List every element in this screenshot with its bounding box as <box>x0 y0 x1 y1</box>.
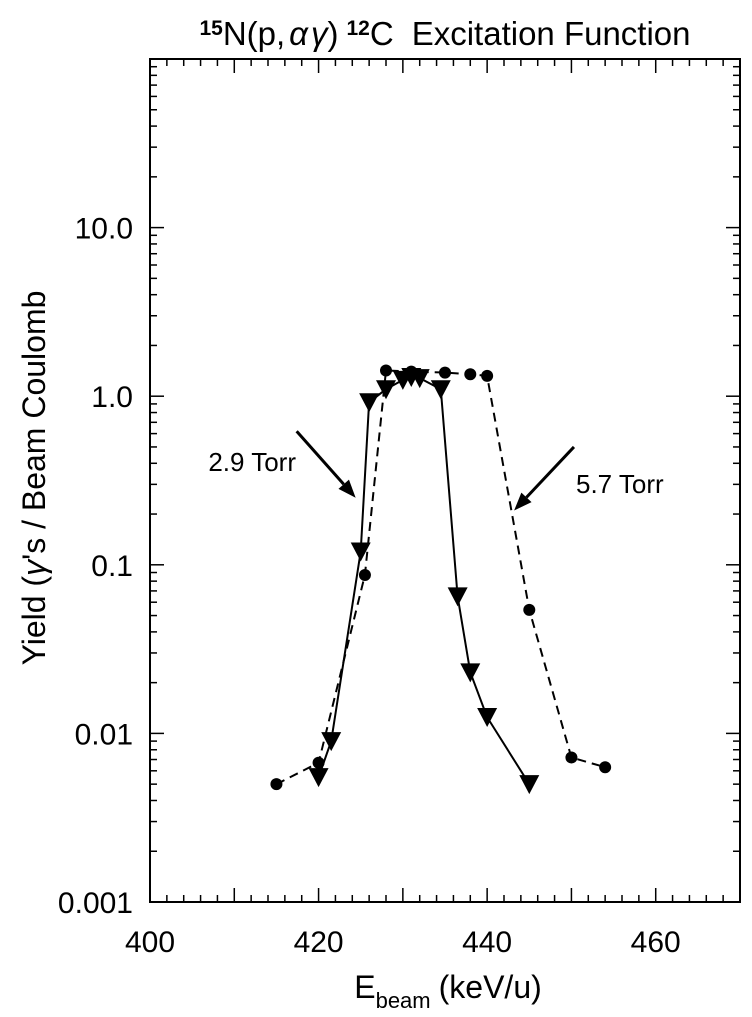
y-tick-label: 0.1 <box>91 550 133 583</box>
y-tick-labels: 0.001 0.01 0.1 1.0 10.0 <box>58 213 133 920</box>
series-markers <box>270 364 612 795</box>
data-point-triangle <box>376 380 396 400</box>
data-point-triangle <box>350 542 371 562</box>
plot-frame <box>149 58 741 903</box>
x-axis-title: Ebeam (keV/u) <box>354 969 542 1013</box>
y-tick-label: 0.01 <box>75 718 133 751</box>
y-axis-title: Yield (γ's / Beam Coulomb <box>16 291 52 666</box>
axis-ticks <box>149 59 741 903</box>
chart-title: 15N(p, αγ) 12C Excitation Function <box>199 15 690 52</box>
data-point-circle <box>523 603 536 616</box>
y-tick-label: 0.001 <box>58 887 133 920</box>
data-point-circle <box>439 366 451 379</box>
annotation-arrow-head <box>514 492 532 511</box>
data-point-triangle <box>460 663 481 683</box>
data-point-triangle <box>359 393 380 413</box>
data-point-circle <box>599 761 612 774</box>
series-lines <box>275 369 606 786</box>
y-tick-label: 10.0 <box>75 213 133 246</box>
data-point-circle <box>270 778 283 791</box>
data-point-circle <box>565 751 578 764</box>
data-point-triangle <box>430 380 451 400</box>
annotation-arrows <box>295 430 576 511</box>
data-point-triangle <box>409 369 430 389</box>
x-tick-label: 460 <box>631 926 681 959</box>
annotation-label: 5.7 Torr <box>576 469 664 499</box>
data-point-triangle <box>519 775 540 795</box>
data-point-triangle <box>447 587 468 607</box>
annotation-arrow-shaft <box>295 430 345 486</box>
x-tick-label: 440 <box>462 926 512 959</box>
annotation-label: 2.9 Torr <box>208 447 296 477</box>
data-point-triangle <box>308 768 329 788</box>
annotation-arrow-head <box>338 479 356 498</box>
data-point-circle <box>380 364 392 377</box>
data-point-circle <box>481 369 494 382</box>
data-point-triangle <box>321 732 342 752</box>
y-tick-label: 1.0 <box>91 381 133 414</box>
data-point-circle <box>312 756 325 769</box>
data-point-circle <box>358 568 371 581</box>
x-tick-labels: 400 420 440 460 <box>125 926 681 959</box>
data-point-triangle <box>477 708 498 728</box>
annotation-arrow-shaft <box>525 445 576 499</box>
series-line-1 <box>275 369 606 786</box>
x-tick-label: 400 <box>125 926 175 959</box>
data-point-circle <box>464 368 477 381</box>
series-line-0 <box>317 375 531 785</box>
x-tick-label: 420 <box>294 926 344 959</box>
